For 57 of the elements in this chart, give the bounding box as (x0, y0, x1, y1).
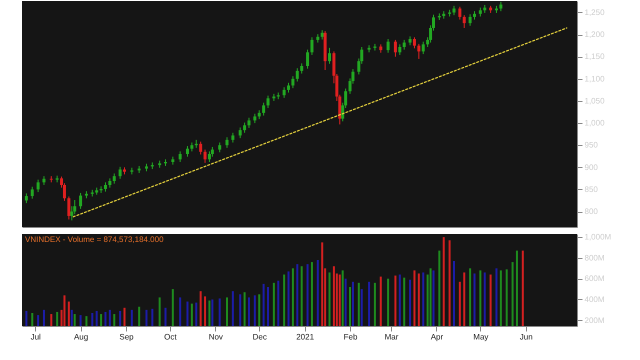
candlestick (79, 192, 82, 210)
candlestick (394, 39, 397, 58)
candlestick (104, 182, 107, 192)
candlestick (231, 132, 234, 144)
x-tick-label: Mar (384, 332, 399, 342)
candlestick (266, 95, 270, 109)
candlestick (386, 38, 390, 54)
candlestick (112, 172, 116, 184)
x-tick-label: Jul (30, 332, 42, 342)
candlestick (243, 122, 246, 134)
candlestick (468, 14, 472, 26)
candlestick (199, 141, 202, 155)
candlestick (218, 142, 222, 153)
candlestick (422, 41, 425, 55)
candlestick (306, 49, 310, 70)
x-tick-label: Dec (252, 332, 267, 342)
candlestick (282, 86, 286, 98)
annotation: VNINDEX - Volume = 874,573,184.000 (25, 235, 164, 244)
candlestick (30, 186, 34, 200)
candlestick (24, 192, 28, 204)
candlestick (262, 102, 266, 116)
candlestick (108, 178, 112, 188)
candlestick (291, 76, 294, 89)
candlestick (300, 62, 304, 74)
candlestick (238, 126, 242, 139)
x-tick-label: Aug (74, 332, 88, 342)
candlestick (499, 1, 502, 12)
candlestick (178, 150, 182, 162)
candlestick (253, 113, 256, 124)
x-tick-label: Oct (164, 332, 178, 342)
candlestick (328, 47, 332, 64)
candlestick (398, 44, 402, 56)
candlestick (208, 150, 211, 162)
candlestick (417, 43, 420, 60)
candlestick (462, 14, 466, 28)
x-tick-label: Nov (208, 332, 223, 342)
candlestick (412, 36, 416, 49)
candlestick (186, 146, 189, 158)
candlestick (402, 39, 406, 50)
x-tick-label: May (473, 332, 488, 342)
candlestick (36, 179, 40, 193)
x-tick-label: 2021 (296, 332, 315, 342)
x-tick-label: Apr (430, 332, 444, 342)
candlestick (458, 6, 462, 20)
candlestick (310, 36, 314, 56)
x-tick-label: Jun (520, 332, 533, 342)
candlestick (67, 196, 70, 220)
candlestick (118, 166, 122, 180)
x-tick-label: Sep (119, 332, 134, 342)
candlestick (226, 136, 229, 148)
x-tick-label: Feb (344, 332, 358, 342)
candlestick (320, 30, 324, 40)
candlestick (296, 68, 299, 82)
candlestick (247, 117, 250, 128)
candlestick (287, 82, 290, 94)
candlestick (452, 5, 456, 16)
candlestick (204, 149, 207, 164)
